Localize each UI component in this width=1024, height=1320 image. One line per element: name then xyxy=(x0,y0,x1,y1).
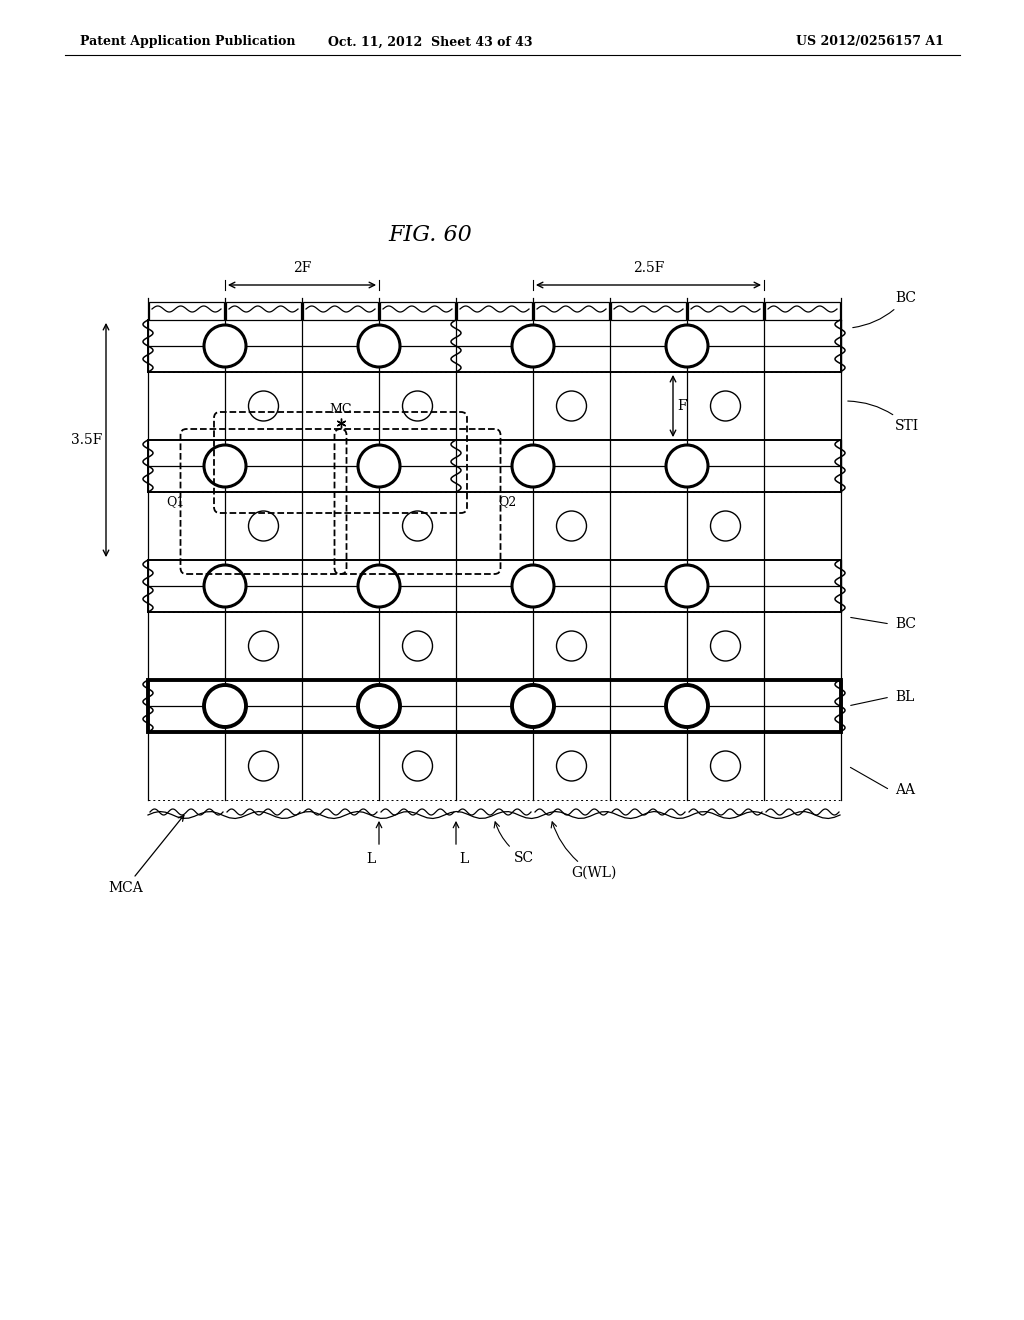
Text: MC: MC xyxy=(330,403,352,416)
Text: F: F xyxy=(677,399,687,413)
Circle shape xyxy=(402,511,432,541)
Circle shape xyxy=(512,565,554,607)
Circle shape xyxy=(556,391,587,421)
Circle shape xyxy=(358,565,400,607)
Circle shape xyxy=(711,631,740,661)
Circle shape xyxy=(556,511,587,541)
Bar xyxy=(148,560,841,612)
Text: G(WL): G(WL) xyxy=(551,822,616,880)
Circle shape xyxy=(711,751,740,781)
Bar xyxy=(303,302,378,319)
Bar xyxy=(611,302,686,319)
Text: FIG. 60: FIG. 60 xyxy=(388,224,472,246)
Text: 2.5F: 2.5F xyxy=(633,261,665,275)
Circle shape xyxy=(402,631,432,661)
Bar xyxy=(380,302,455,319)
Text: SC: SC xyxy=(495,822,535,865)
Circle shape xyxy=(666,325,708,367)
Text: BC: BC xyxy=(895,616,916,631)
Text: L: L xyxy=(460,851,469,866)
Circle shape xyxy=(556,631,587,661)
Bar xyxy=(148,680,841,733)
Text: Oct. 11, 2012  Sheet 43 of 43: Oct. 11, 2012 Sheet 43 of 43 xyxy=(328,36,532,49)
Bar xyxy=(148,319,841,372)
Circle shape xyxy=(249,751,279,781)
Text: Q1: Q1 xyxy=(166,495,184,508)
Circle shape xyxy=(402,751,432,781)
Circle shape xyxy=(249,631,279,661)
Text: BL: BL xyxy=(895,690,914,704)
Bar xyxy=(148,440,841,492)
Circle shape xyxy=(204,445,246,487)
Text: AA: AA xyxy=(895,783,915,797)
Circle shape xyxy=(711,391,740,421)
Circle shape xyxy=(249,391,279,421)
Text: STI: STI xyxy=(848,401,920,433)
Text: US 2012/0256157 A1: US 2012/0256157 A1 xyxy=(796,36,944,49)
Circle shape xyxy=(358,685,400,727)
Bar xyxy=(150,302,224,319)
Bar xyxy=(226,302,301,319)
Circle shape xyxy=(402,391,432,421)
Circle shape xyxy=(204,685,246,727)
Bar xyxy=(765,302,840,319)
Text: Q2: Q2 xyxy=(499,495,517,508)
Text: 3.5F: 3.5F xyxy=(71,433,102,447)
Bar xyxy=(534,302,609,319)
Bar xyxy=(457,302,532,319)
Text: 2F: 2F xyxy=(293,261,311,275)
Bar xyxy=(688,302,763,319)
Circle shape xyxy=(666,685,708,727)
Circle shape xyxy=(204,565,246,607)
Text: MCA: MCA xyxy=(108,816,184,895)
Circle shape xyxy=(556,751,587,781)
Circle shape xyxy=(358,325,400,367)
Circle shape xyxy=(711,511,740,541)
Circle shape xyxy=(666,445,708,487)
Circle shape xyxy=(512,325,554,367)
Circle shape xyxy=(512,445,554,487)
Circle shape xyxy=(512,685,554,727)
Text: L: L xyxy=(367,851,376,866)
Circle shape xyxy=(358,445,400,487)
Circle shape xyxy=(204,325,246,367)
Text: Patent Application Publication: Patent Application Publication xyxy=(80,36,296,49)
Circle shape xyxy=(666,565,708,607)
Circle shape xyxy=(249,511,279,541)
Text: BC: BC xyxy=(853,290,916,327)
